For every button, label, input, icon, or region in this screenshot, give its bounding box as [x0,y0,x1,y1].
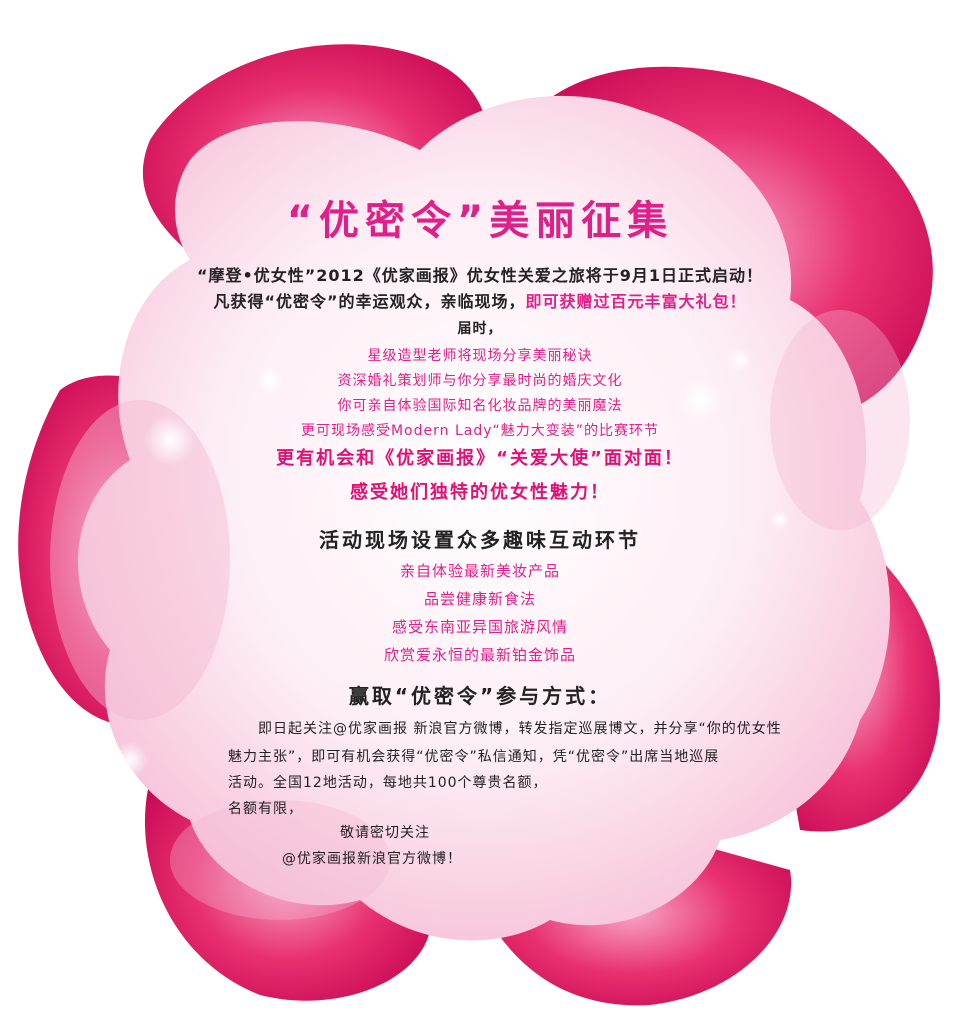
petal-inner [77,95,891,941]
participate-para-4: 名额有限， [228,801,303,817]
activity-1: 亲自体验最新美妆产品 [399,562,560,580]
activity-2: 品尝健康新食法 [423,590,536,608]
participate-para-2: 魅力主张”，即可有机会获得“优密令”私信通知，凭“优密令”出席当地巡展 [228,749,720,765]
activity-3: 感受东南亚异国旅游风情 [391,618,568,636]
page-title: “优密令”美丽征集 [286,198,674,244]
highlight-line-2: 感受她们独特的优女性魅力！ [350,482,610,503]
intro-line-2a: 凡获得“优密令”的幸运观众，亲临现场， [213,292,526,311]
intro-line-2: 凡获得“优密令”的幸运观众，亲临现场，即可获赠过百元丰富大礼包！ [0,288,960,312]
perk-1: 星级造型老师将现场分享美丽秘诀 [367,348,593,364]
intro-line-2b: 即可获赠过百元丰富大礼包！ [525,292,747,311]
participate-heading: 赢取“优密令”参与方式： [348,684,612,708]
perk-2: 资深婚礼策划师与你分享最时尚的婚庆文化 [337,373,623,389]
participate-para-6: @优家画报新浪官方微博！ [282,851,462,867]
perk-3: 你可亲自体验国际知名化妆品牌的美丽魔法 [337,398,623,414]
participate-para-5: 敬请密切关注 [340,825,430,841]
participate-para-1: 即日起关注@优家画报 新浪官方微博，转发指定巡展博文，并分享“你的优女性 [258,721,782,737]
perk-4: 更可现场感受Modern Lady“魅力大变装”的比赛环节 [300,423,660,439]
intro-line-3: 届时， [457,321,503,337]
participate-para-3: 活动。全国12地活动，每地共100个尊贵名额， [228,775,548,791]
highlight-line-1: 更有机会和《优家画报》“关爱大使”面对面！ [276,448,684,469]
activities-heading: 活动现场设置众多趣味互动环节 [319,528,641,552]
intro-line-1: “摩登•优女性”2012《优家画报》优女性关爱之旅将于9月1日正式启动！ [196,266,764,285]
activity-4: 欣赏爱永恒的最新铂金饰品 [383,646,576,664]
